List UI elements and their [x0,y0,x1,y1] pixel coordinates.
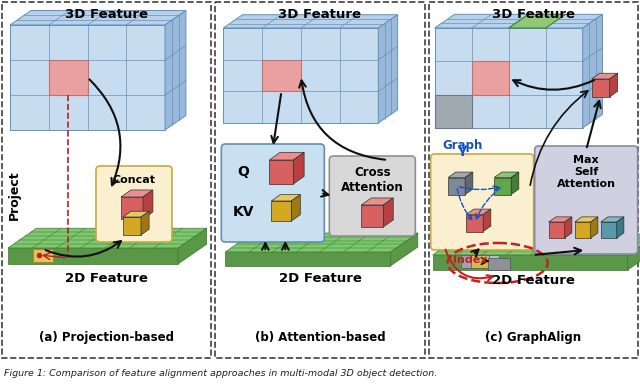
FancyBboxPatch shape [96,166,172,242]
Polygon shape [433,255,628,270]
Bar [470,255,489,268]
Polygon shape [483,209,491,232]
Polygon shape [591,79,609,97]
Text: 3D Feature: 3D Feature [492,7,575,20]
Polygon shape [293,152,304,184]
Text: (c) GraphAlign: (c) GraphAlign [485,330,581,344]
Polygon shape [223,15,397,28]
Polygon shape [383,198,393,227]
Polygon shape [465,172,473,195]
Polygon shape [609,73,618,97]
Polygon shape [601,222,617,238]
Polygon shape [494,172,519,178]
Bar [429,2,638,358]
Text: 2D Feature: 2D Feature [278,271,362,284]
Polygon shape [271,195,300,201]
Polygon shape [123,217,141,235]
Polygon shape [466,209,491,215]
Text: Q: Q [237,165,249,179]
Text: 2D Feature: 2D Feature [65,271,148,284]
Bar [49,60,88,95]
Polygon shape [269,160,293,184]
Polygon shape [435,28,582,128]
Polygon shape [575,217,598,222]
Polygon shape [121,197,143,219]
Polygon shape [591,73,618,79]
Polygon shape [362,205,383,227]
Bar [488,258,509,270]
Polygon shape [511,172,519,195]
Bar [215,2,425,358]
Polygon shape [617,217,624,238]
Polygon shape [466,215,483,232]
Text: KV: KV [232,205,254,219]
Text: (a) Projection-based: (a) Projection-based [39,330,174,344]
Polygon shape [123,211,149,217]
Polygon shape [8,248,178,264]
Text: Concat: Concat [113,175,156,185]
Text: Index: Index [452,255,487,265]
FancyBboxPatch shape [534,146,637,254]
Polygon shape [141,211,149,235]
Polygon shape [548,217,572,222]
Polygon shape [269,152,304,160]
Text: Figure 1: Comparison of feature alignment approaches in multi-modal 3D object de: Figure 1: Comparison of feature alignmen… [4,369,437,379]
Polygon shape [225,252,390,266]
FancyBboxPatch shape [330,156,415,236]
Bar [262,60,301,91]
Bar [2,2,211,358]
Polygon shape [223,28,378,123]
Polygon shape [448,172,473,178]
Polygon shape [591,217,598,238]
Polygon shape [575,222,591,238]
Bar [481,255,499,268]
Polygon shape [564,217,572,238]
Polygon shape [165,10,186,130]
FancyBboxPatch shape [431,154,534,250]
Polygon shape [378,15,397,123]
Polygon shape [143,190,153,219]
Bar [435,95,472,128]
Bar [461,255,479,268]
Text: Max
Self
Attention: Max Self Attention [557,156,616,189]
Polygon shape [582,14,602,128]
Polygon shape [10,10,186,25]
FancyBboxPatch shape [221,144,324,242]
Polygon shape [628,234,640,270]
Polygon shape [390,233,418,266]
Polygon shape [178,228,207,264]
Polygon shape [601,217,624,222]
Polygon shape [548,222,564,238]
Polygon shape [121,190,153,197]
Text: Cross
Attention: Cross Attention [341,166,404,194]
Polygon shape [8,228,207,248]
FancyArrowPatch shape [445,250,493,281]
Polygon shape [433,234,640,255]
Text: Project: Project [8,170,20,220]
Polygon shape [448,178,465,195]
Polygon shape [10,25,165,130]
Bar [33,249,53,262]
Text: 3D Feature: 3D Feature [65,7,148,20]
Text: 2D Feature: 2D Feature [492,274,575,286]
Polygon shape [225,233,418,252]
Text: 3D Feature: 3D Feature [278,7,362,20]
Bar [472,61,509,95]
Polygon shape [509,14,566,28]
Polygon shape [494,178,511,195]
Text: (b) Attention-based: (b) Attention-based [255,330,385,344]
Polygon shape [435,14,602,28]
Polygon shape [271,201,291,221]
Polygon shape [362,198,393,205]
Text: Graph: Graph [442,139,483,152]
Polygon shape [291,195,300,221]
